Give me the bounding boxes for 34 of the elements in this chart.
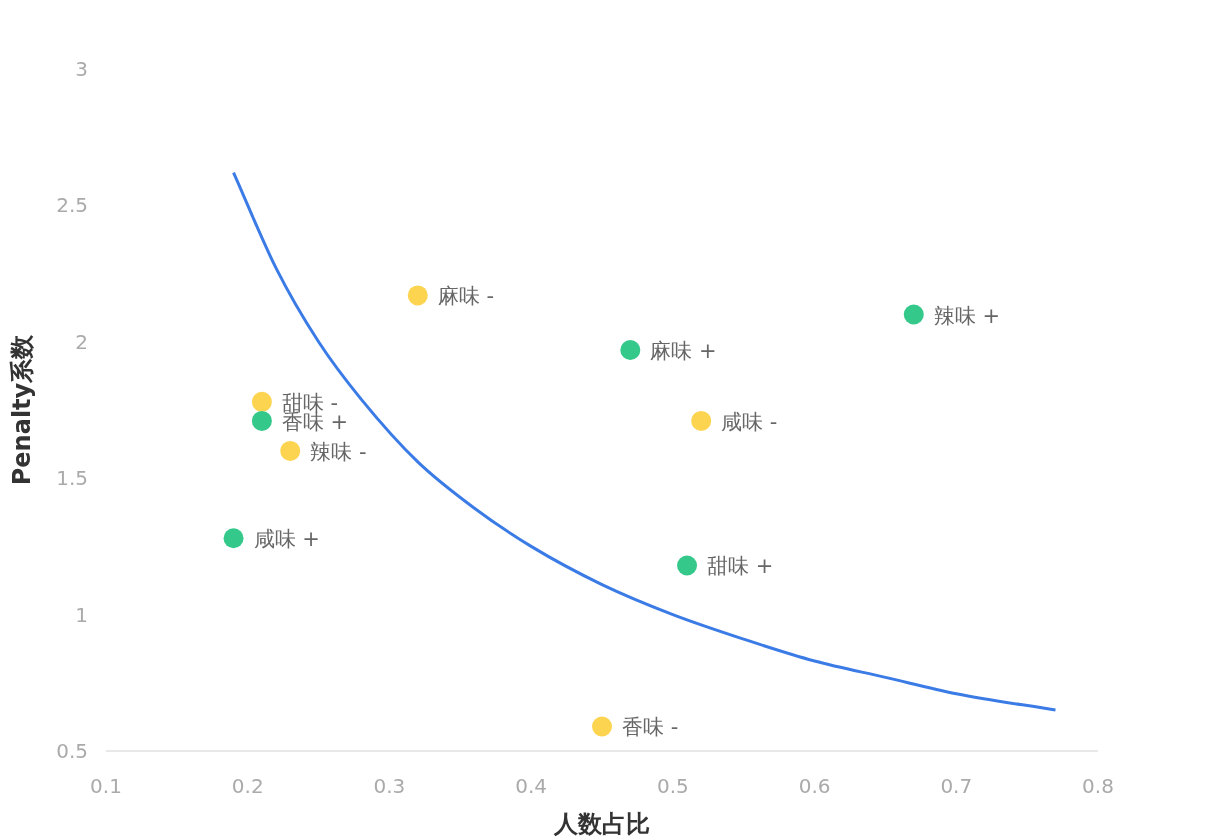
- point: [592, 716, 612, 737]
- y-tick-label: 0.5: [56, 739, 88, 763]
- point: [280, 440, 301, 461]
- point: [691, 410, 712, 431]
- annotation: 辣味 -: [310, 439, 367, 464]
- point: [251, 410, 272, 431]
- point: [677, 555, 698, 576]
- y-axis-title: Penalty系数: [8, 333, 36, 486]
- y-tick-label: 2: [75, 329, 88, 354]
- x-tick-label: 0.3: [373, 774, 406, 798]
- annotation: 香味 -: [622, 715, 679, 740]
- annotation: 咸味 -: [721, 409, 778, 434]
- annotation: 麻味 -: [437, 284, 495, 309]
- x-axis-title: 人数占比: [553, 810, 650, 838]
- x-tick-label: 0.8: [1082, 774, 1114, 798]
- point: [251, 391, 272, 412]
- point: [903, 304, 924, 325]
- x-tick-label: 0.7: [940, 774, 973, 798]
- y-tick-label: 1: [75, 602, 88, 627]
- annotation: 咸味 +: [253, 527, 320, 552]
- x-tick-label: 0.2: [231, 774, 264, 798]
- annotation: 麻味 +: [650, 338, 717, 363]
- y-tick-label: 1.5: [56, 466, 88, 491]
- annotation: 甜味 +: [707, 554, 774, 579]
- point: [620, 339, 641, 360]
- x-tick-label: 0.5: [656, 774, 689, 798]
- point: [407, 285, 428, 306]
- x-tick-label: 0.4: [515, 774, 548, 798]
- y-tick-label: 3: [75, 57, 88, 81]
- y-tick-label: 2.5: [56, 193, 88, 218]
- annotation: 辣味 +: [933, 303, 1001, 328]
- point: [223, 528, 244, 549]
- x-tick-label: 0.1: [90, 774, 122, 798]
- x-tick-label: 0.6: [798, 774, 831, 798]
